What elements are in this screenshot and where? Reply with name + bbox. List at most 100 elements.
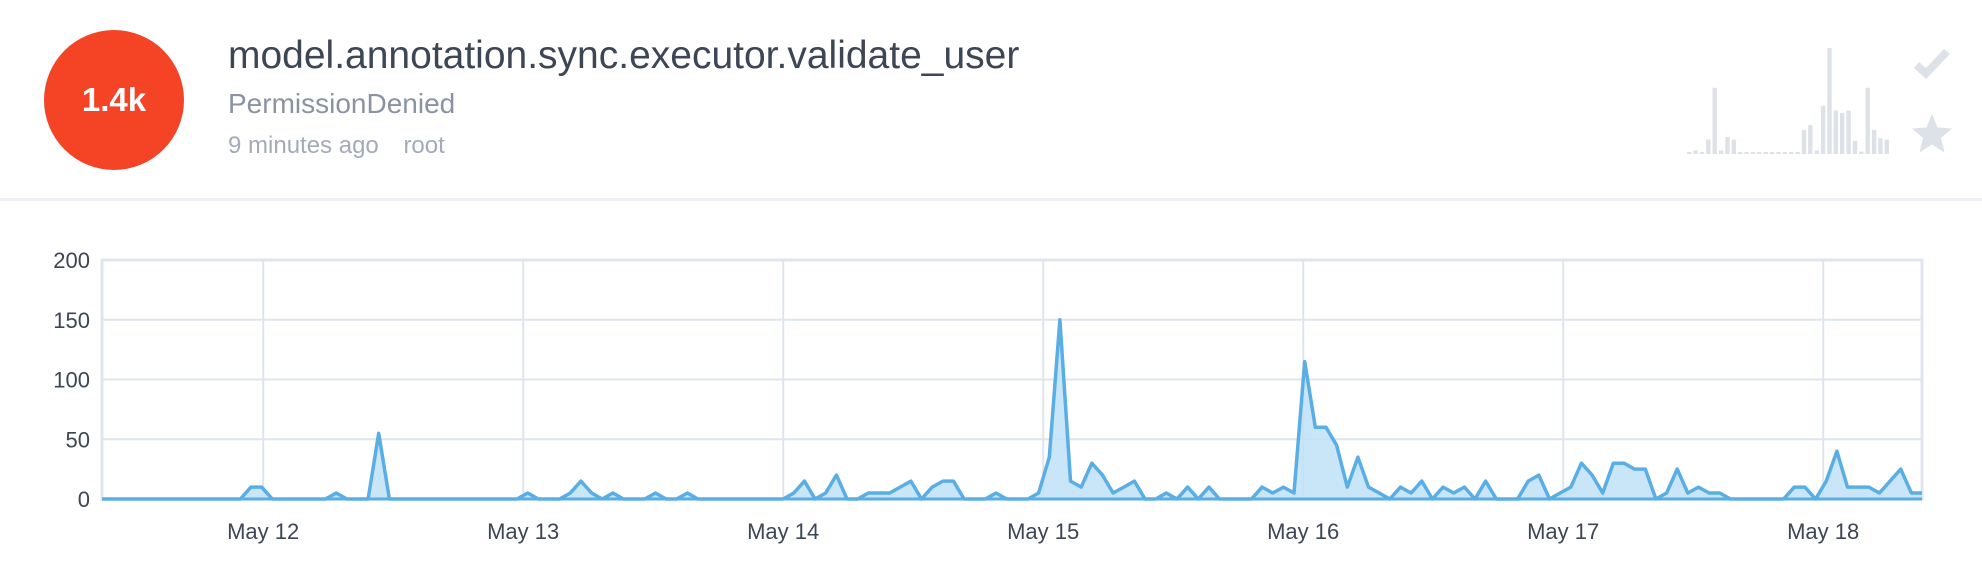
data-point[interactable] bbox=[535, 496, 541, 502]
data-point[interactable] bbox=[578, 478, 584, 484]
data-point[interactable] bbox=[1674, 466, 1680, 472]
data-point[interactable] bbox=[770, 496, 776, 502]
data-point[interactable] bbox=[1408, 490, 1414, 496]
data-point[interactable] bbox=[1376, 490, 1382, 496]
data-point[interactable] bbox=[461, 496, 467, 502]
data-point[interactable] bbox=[1600, 490, 1606, 496]
data-point[interactable] bbox=[163, 496, 169, 502]
data-point[interactable] bbox=[440, 496, 446, 502]
data-point[interactable] bbox=[1568, 484, 1574, 490]
data-point[interactable] bbox=[1078, 484, 1084, 490]
data-point[interactable] bbox=[1238, 496, 1244, 502]
data-point[interactable] bbox=[333, 490, 339, 496]
data-point[interactable] bbox=[1727, 496, 1733, 502]
data-point[interactable] bbox=[354, 496, 360, 502]
data-point[interactable] bbox=[1664, 490, 1670, 496]
data-point[interactable] bbox=[674, 496, 680, 502]
data-point[interactable] bbox=[780, 496, 786, 502]
data-point[interactable] bbox=[1366, 484, 1372, 490]
data-point[interactable] bbox=[1068, 478, 1074, 484]
data-point[interactable] bbox=[1887, 478, 1893, 484]
data-point[interactable] bbox=[376, 430, 382, 436]
data-point[interactable] bbox=[791, 490, 797, 496]
data-point[interactable] bbox=[1014, 496, 1020, 502]
data-point[interactable] bbox=[397, 496, 403, 502]
data-point[interactable] bbox=[876, 490, 882, 496]
data-point[interactable] bbox=[812, 496, 818, 502]
data-point[interactable] bbox=[982, 496, 988, 502]
data-point[interactable] bbox=[631, 496, 637, 502]
data-point[interactable] bbox=[1802, 484, 1808, 490]
data-point[interactable] bbox=[1057, 317, 1063, 323]
data-point[interactable] bbox=[142, 496, 148, 502]
data-point[interactable] bbox=[546, 496, 552, 502]
data-point[interactable] bbox=[684, 490, 690, 496]
data-point[interactable] bbox=[312, 496, 318, 502]
data-point[interactable] bbox=[1749, 496, 1755, 502]
data-point[interactable] bbox=[365, 496, 371, 502]
data-point[interactable] bbox=[1834, 448, 1840, 454]
data-point[interactable] bbox=[1227, 496, 1233, 502]
data-point[interactable] bbox=[120, 496, 126, 502]
data-point[interactable] bbox=[1025, 496, 1031, 502]
data-point[interactable] bbox=[1770, 496, 1776, 502]
data-point[interactable] bbox=[386, 496, 392, 502]
data-point[interactable] bbox=[1185, 484, 1191, 490]
data-point[interactable] bbox=[1163, 490, 1169, 496]
data-point[interactable] bbox=[1142, 496, 1148, 502]
data-point[interactable] bbox=[248, 484, 254, 490]
data-point[interactable] bbox=[557, 496, 563, 502]
data-point[interactable] bbox=[1653, 496, 1659, 502]
data-point[interactable] bbox=[1036, 490, 1042, 496]
data-point[interactable] bbox=[1451, 490, 1457, 496]
data-point[interactable] bbox=[1919, 490, 1925, 496]
data-point[interactable] bbox=[567, 490, 573, 496]
data-point[interactable] bbox=[1536, 472, 1542, 478]
data-point[interactable] bbox=[408, 496, 414, 502]
data-point[interactable] bbox=[621, 496, 627, 502]
data-point[interactable] bbox=[1621, 460, 1627, 466]
data-point[interactable] bbox=[1440, 484, 1446, 490]
data-point[interactable] bbox=[972, 496, 978, 502]
data-point[interactable] bbox=[1280, 484, 1286, 490]
data-point[interactable] bbox=[951, 478, 957, 484]
data-point[interactable] bbox=[1706, 490, 1712, 496]
data-point[interactable] bbox=[961, 496, 967, 502]
data-point[interactable] bbox=[195, 496, 201, 502]
data-point[interactable] bbox=[929, 484, 935, 490]
data-point[interactable] bbox=[1259, 484, 1265, 490]
data-point[interactable] bbox=[503, 496, 509, 502]
data-point[interactable] bbox=[99, 496, 105, 502]
data-point[interactable] bbox=[1249, 496, 1255, 502]
data-point[interactable] bbox=[1717, 490, 1723, 496]
data-point[interactable] bbox=[642, 496, 648, 502]
data-point[interactable] bbox=[1312, 424, 1318, 430]
data-point[interactable] bbox=[716, 496, 722, 502]
data-point[interactable] bbox=[280, 496, 286, 502]
data-point[interactable] bbox=[525, 490, 531, 496]
data-point[interactable] bbox=[1759, 496, 1765, 502]
data-point[interactable] bbox=[1004, 496, 1010, 502]
data-point[interactable] bbox=[1642, 466, 1648, 472]
data-point[interactable] bbox=[1908, 490, 1914, 496]
data-point[interactable] bbox=[1121, 484, 1127, 490]
data-point[interactable] bbox=[653, 490, 659, 496]
data-point[interactable] bbox=[1898, 466, 1904, 472]
data-point[interactable] bbox=[227, 496, 233, 502]
data-point[interactable] bbox=[1515, 496, 1521, 502]
data-point[interactable] bbox=[205, 496, 211, 502]
data-point[interactable] bbox=[1387, 496, 1393, 502]
data-point[interactable] bbox=[1461, 484, 1467, 490]
data-point[interactable] bbox=[663, 496, 669, 502]
data-point[interactable] bbox=[1781, 496, 1787, 502]
data-point[interactable] bbox=[1578, 460, 1584, 466]
data-point[interactable] bbox=[1206, 484, 1212, 490]
data-point[interactable] bbox=[908, 478, 914, 484]
data-point[interactable] bbox=[1823, 478, 1829, 484]
data-point[interactable] bbox=[993, 490, 999, 496]
data-point[interactable] bbox=[1876, 490, 1882, 496]
data-point[interactable] bbox=[919, 496, 925, 502]
data-point[interactable] bbox=[1696, 484, 1702, 490]
data-point[interactable] bbox=[727, 496, 733, 502]
data-point[interactable] bbox=[323, 496, 329, 502]
